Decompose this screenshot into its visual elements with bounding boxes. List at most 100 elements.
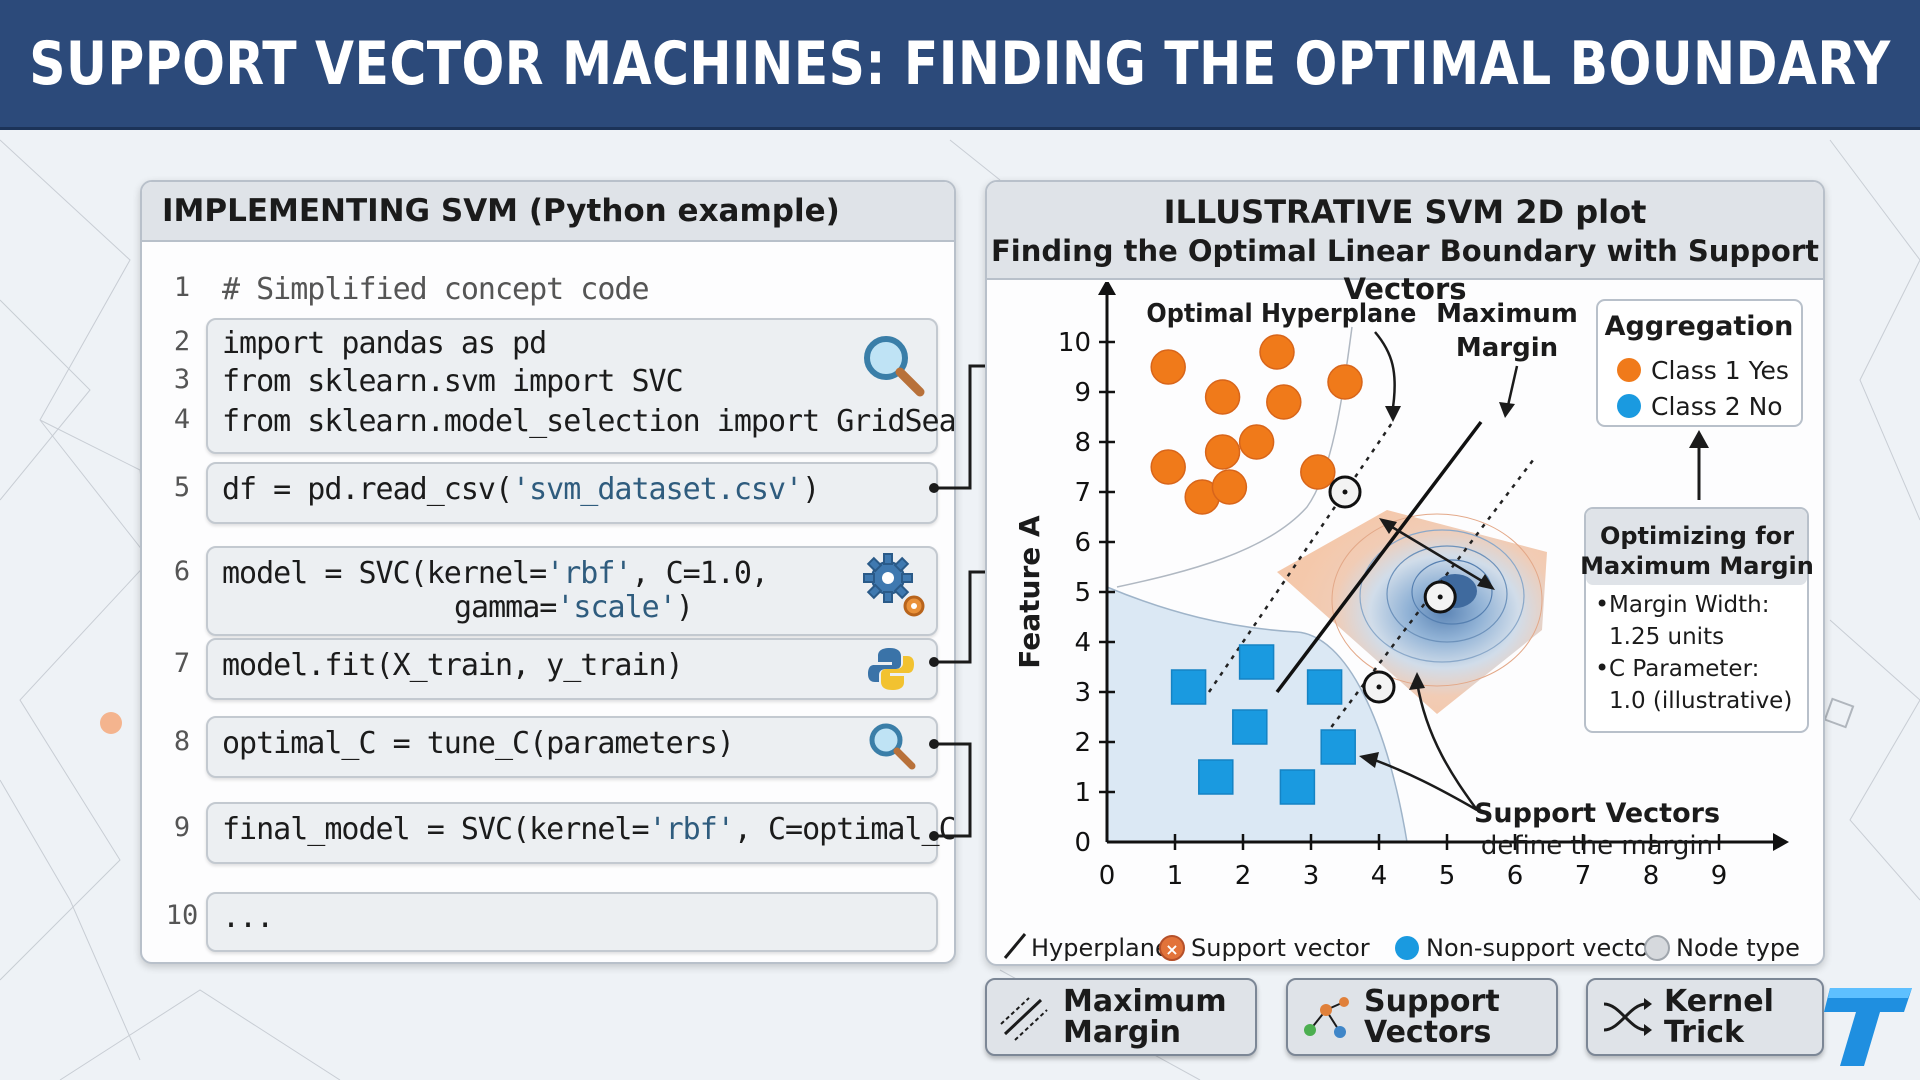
- svg-text:•: •: [1595, 590, 1609, 618]
- class-2-legend: Class 2 No: [1651, 392, 1783, 421]
- code-token: ): [802, 472, 820, 507]
- legend-non-support-vector: Non-support vector: [1426, 934, 1659, 962]
- node-type-legend-icon: [1644, 935, 1670, 961]
- code-text: ...: [222, 900, 274, 935]
- maximum-margin-button[interactable]: Maximum Margin: [985, 978, 1257, 1056]
- class-1-point: [1204, 379, 1241, 415]
- support-vectors-button[interactable]: Support Vectors: [1286, 978, 1558, 1056]
- plot-subtitle: Finding the Optimal Linear Boundary with…: [990, 234, 1820, 306]
- x-tick-label: 6: [1507, 861, 1524, 891]
- svg-text:•: •: [1595, 654, 1609, 682]
- support-vectors-label: Support Vectors: [1364, 984, 1500, 1050]
- code-token: model = SVC(kernel=: [222, 556, 547, 591]
- svg-text:×: ×: [1165, 940, 1178, 959]
- tune-block[interactable]: [206, 716, 938, 778]
- ellipsis-block[interactable]: [206, 892, 938, 952]
- code-token: final_model = SVC(kernel=: [222, 812, 650, 847]
- code-text: gamma='scale'): [454, 590, 694, 625]
- code-token: ): [675, 590, 694, 625]
- final-model-block[interactable]: [206, 802, 938, 864]
- model-block[interactable]: [206, 546, 938, 636]
- plot-panel-header: ILLUSTRATIVE SVM 2D plot Finding the Opt…: [987, 182, 1823, 306]
- line-number: 6: [173, 556, 191, 587]
- c-parameter-value: 1.0 (illustrative): [1609, 688, 1792, 714]
- magnifier-icon[interactable]: [860, 332, 930, 402]
- line-number: 8: [173, 726, 191, 757]
- y-tick-label: 5: [1074, 578, 1091, 608]
- support-vector-center: [1376, 684, 1382, 690]
- margin-line: [1207, 421, 1394, 693]
- plot-title: ILLUSTRATIVE SVM 2D plot: [1163, 193, 1647, 231]
- class-1-legend: Class 1 Yes: [1651, 356, 1789, 385]
- x-tick-label: 8: [1643, 861, 1660, 891]
- legend-support-vector: Support vector: [1191, 934, 1370, 962]
- class-2-point: [1306, 669, 1343, 705]
- margin-width-arrow: [1386, 522, 1488, 586]
- support-vectors-label: Support Vectors: [1474, 798, 1720, 829]
- legend-node-type: Node type: [1676, 934, 1800, 962]
- y-tick-label: 10: [1058, 328, 1091, 358]
- line-number: 9: [173, 812, 191, 843]
- sv-pointer-1: [1415, 681, 1479, 811]
- line-number: 3: [173, 364, 191, 395]
- y-axis-label: Feature A: [1013, 515, 1046, 669]
- magnifier-icon[interactable]: [866, 720, 920, 774]
- plot-legend: Hyperplane × Support vector Non-support …: [1003, 933, 1800, 962]
- hyperplane-legend-icon: [1003, 933, 1027, 959]
- decorative-dot: [100, 712, 122, 734]
- code-text: from sklearn.svm import SVC: [222, 364, 684, 399]
- code-token: gamma=: [454, 590, 557, 625]
- class-2-point: [1238, 644, 1275, 680]
- aggregation-legend: Aggregation Class 1 Yes Class 2 No: [1596, 299, 1803, 427]
- code-string: 'scale': [556, 590, 676, 625]
- kernel-trick-button[interactable]: Kernel Trick: [1586, 978, 1824, 1056]
- read-csv-block[interactable]: [206, 462, 938, 524]
- support-vectors-sublabel: define the margin: [1481, 831, 1713, 861]
- optimizing-title-1: Optimizing for: [1600, 522, 1794, 550]
- class-1-point: [1327, 364, 1363, 400]
- code-string: 'rbf': [648, 812, 735, 847]
- margin-lines: [1207, 420, 1537, 728]
- vectors-icon: [1304, 997, 1349, 1038]
- class-2-point: [1232, 709, 1268, 745]
- class-1-point: [1204, 434, 1241, 470]
- y-tick-label: 6: [1074, 528, 1091, 558]
- optimizing-title-2: Maximum Margin: [1580, 552, 1814, 580]
- code-text: df = pd.read_csv('svm_dataset.csv'): [222, 472, 820, 507]
- line-number: 5: [173, 472, 191, 503]
- code-text: final_model = SVC(kernel='rbf', C=optima…: [222, 812, 956, 847]
- y-tick-label: 1: [1074, 778, 1091, 808]
- brand-logo: [1824, 988, 1912, 1066]
- x-tick-label: 7: [1575, 861, 1592, 891]
- python-icon[interactable]: [866, 644, 916, 694]
- code-panel-title: IMPLEMENTING SVM (Python example): [142, 182, 954, 242]
- margin-icon: [1000, 997, 1048, 1041]
- import-block[interactable]: [206, 318, 938, 454]
- code-token: , C=1.0,: [631, 556, 768, 591]
- class-2-point: [1279, 769, 1316, 805]
- support-vector-center: [1437, 594, 1443, 600]
- maximum-margin-label: Maximum Margin: [1063, 984, 1227, 1050]
- code-text: model.fit(X_train, y_train): [222, 648, 684, 683]
- line-number: 1: [173, 272, 191, 303]
- svm-plot: 0 1 2 3 4 5 6 7 8 9 0 1 2 3 4 5 6 7 8 9 10 Feature A Optimal…: [1003, 282, 1814, 962]
- code-token: , C=optimal_C): [733, 812, 956, 847]
- class-2-point: [1170, 669, 1207, 705]
- code-token: df = pd.read_csv(: [222, 472, 513, 507]
- y-tick-label: 4: [1074, 628, 1091, 658]
- axes: 0 1 2 3 4 5 6 7 8 9 0 1 2 3 4 5 6 7 8 9 10: [1058, 282, 1789, 891]
- x-tick-label: 4: [1371, 861, 1388, 891]
- gear-icon[interactable]: [860, 550, 932, 622]
- y-axis-arrow: [1098, 282, 1116, 295]
- code-panel: IMPLEMENTING SVM (Python example) 1 # Si…: [140, 180, 956, 964]
- x-axis-arrow: [1773, 833, 1789, 851]
- maximum-margin-label-2: Margin: [1456, 333, 1558, 363]
- plot-panel: ILLUSTRATIVE SVM 2D plot Finding the Opt…: [985, 180, 1825, 966]
- class-1-swatch: [1617, 358, 1641, 382]
- line-number: 4: [173, 404, 191, 435]
- code-comment: # Simplified concept code: [222, 272, 650, 307]
- code-text: model = SVC(kernel='rbf', C=1.0,: [222, 556, 769, 591]
- margin-width-label: Margin Width:: [1609, 592, 1769, 618]
- fit-block[interactable]: [206, 638, 938, 700]
- legend-hyperplane: Hyperplane: [1031, 934, 1170, 962]
